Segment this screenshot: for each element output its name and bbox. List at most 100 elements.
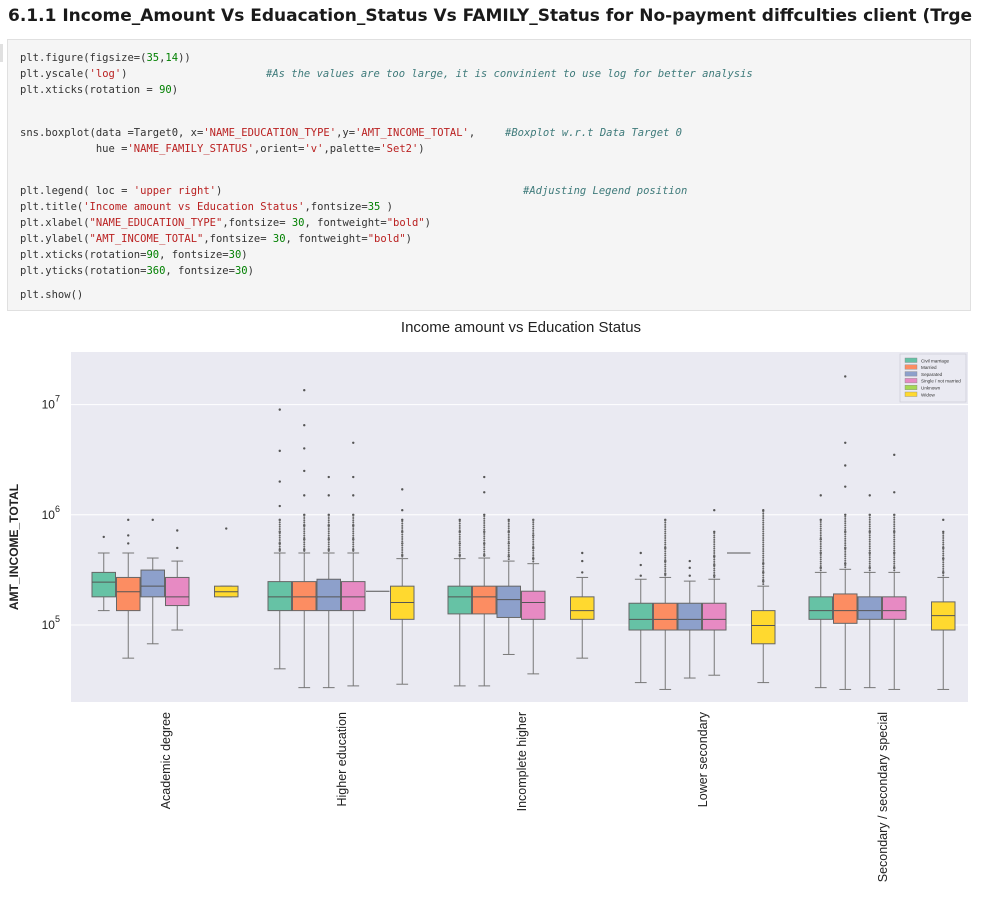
outlier-point (278, 408, 281, 411)
outlier-point (762, 534, 765, 537)
code-line: plt.ylabel("AMT_INCOME_TOTAL",fontsize= … (20, 233, 412, 245)
outlier-point (844, 464, 847, 467)
outlier-point (713, 538, 716, 541)
outlier-point (458, 535, 461, 538)
box (91, 571, 116, 598)
outlier-point (844, 528, 847, 531)
outlier-point (507, 536, 510, 539)
boxplot-widow (390, 488, 415, 685)
page-scrollbar[interactable] (972, 0, 999, 910)
outlier-point (844, 566, 847, 569)
outlier-point (151, 518, 154, 522)
outlier-point (664, 563, 667, 566)
code-token: 90 (146, 249, 160, 261)
outlier-point (303, 519, 306, 522)
outlier-point (762, 578, 765, 581)
outlier-point (942, 537, 945, 540)
outlier-point (483, 513, 486, 516)
outlier-point (507, 538, 510, 541)
outlier-point (868, 558, 871, 561)
outlier-point (352, 543, 355, 546)
outlier-point (762, 545, 765, 548)
outlier-point (819, 545, 822, 548)
outlier-point (664, 519, 667, 522)
code-token: plt.ylabel( (20, 233, 90, 245)
outlier-point (868, 560, 871, 563)
outlier-point (401, 531, 404, 534)
legend: Civil marriage Married Separated Single / n… (899, 353, 967, 403)
outlier-point (581, 559, 584, 563)
outlier-point (762, 536, 765, 539)
outlier-point (819, 549, 822, 552)
outlier-point (664, 543, 667, 546)
outlier-point (664, 572, 667, 575)
outlier-point (664, 554, 667, 557)
code-token: 'NAME_EDUCATION_TYPE' (203, 127, 337, 139)
outlier-point (532, 556, 535, 559)
legend-label: Unknown (921, 386, 941, 391)
outlier-point (278, 519, 281, 522)
code-token: plt.yticks(rotation= (20, 265, 147, 277)
code-token: ,palette= (323, 143, 381, 155)
outlier-point (868, 540, 871, 543)
outlier-point (664, 548, 667, 551)
outlier-point (713, 552, 716, 555)
outlier-point (664, 541, 667, 544)
outlier-point (401, 546, 404, 549)
outlier-point (352, 538, 355, 541)
code-token: , fontweight= (304, 217, 387, 229)
legend-swatch (904, 371, 918, 377)
outlier-point (713, 549, 716, 552)
outlier-point (303, 527, 306, 530)
code-line: plt.yscale('log') (20, 68, 127, 80)
code-token: , (159, 52, 166, 64)
outlier-point (762, 523, 765, 526)
boxplot-separated (316, 475, 341, 689)
outlier-point (483, 548, 486, 551)
outlier-point (458, 538, 461, 541)
outlier-point (507, 544, 510, 547)
outlier-point (868, 514, 871, 517)
outlier-point (278, 547, 281, 550)
outlier-point (327, 521, 330, 524)
code-token: plt.figure(figsize=( (20, 52, 147, 64)
code-token: ) (171, 84, 179, 96)
outlier-point (483, 552, 486, 555)
outlier-point (762, 574, 765, 577)
outlier-point (868, 534, 871, 537)
outlier-point (401, 538, 404, 541)
outlier-point (893, 491, 896, 494)
outlier-point (401, 522, 404, 525)
outlier-point (458, 540, 461, 543)
outlier-point (713, 563, 716, 566)
code-comment: #Boxplot w.r.t Data Target 0 (505, 127, 683, 139)
outlier-point (664, 559, 667, 562)
box (316, 578, 341, 612)
outlier-point (893, 542, 896, 545)
outlier-point (868, 553, 871, 556)
outlier-point (893, 520, 896, 523)
outlier-point (278, 523, 281, 526)
outlier-point (868, 516, 871, 519)
outlier-point (713, 556, 716, 559)
outlier-point (762, 580, 765, 583)
outlier-point (868, 518, 871, 521)
outlier-point (664, 530, 667, 533)
outlier-point (893, 545, 896, 548)
outlier-point (664, 545, 667, 548)
outlier-point (278, 543, 281, 546)
box (140, 569, 165, 598)
outlier-point (532, 540, 535, 543)
outlier-point (352, 527, 355, 530)
code-cell[interactable]: plt.figure(figsize=(35,14)) plt.yscale('l… (7, 39, 971, 311)
outlier-point (581, 571, 584, 574)
outlier-point (664, 539, 667, 542)
outlier-point (819, 538, 822, 541)
boxplot-single-not-married (341, 441, 366, 687)
outlier-point (893, 534, 896, 537)
code-token: plt.xlabel( (20, 217, 90, 229)
outlier-point (483, 546, 486, 549)
code-line: plt.xlabel("NAME_EDUCATION_TYPE",fontsiz… (20, 217, 431, 229)
x-tick-label: Higher education (335, 712, 349, 807)
outlier-point (532, 525, 535, 528)
